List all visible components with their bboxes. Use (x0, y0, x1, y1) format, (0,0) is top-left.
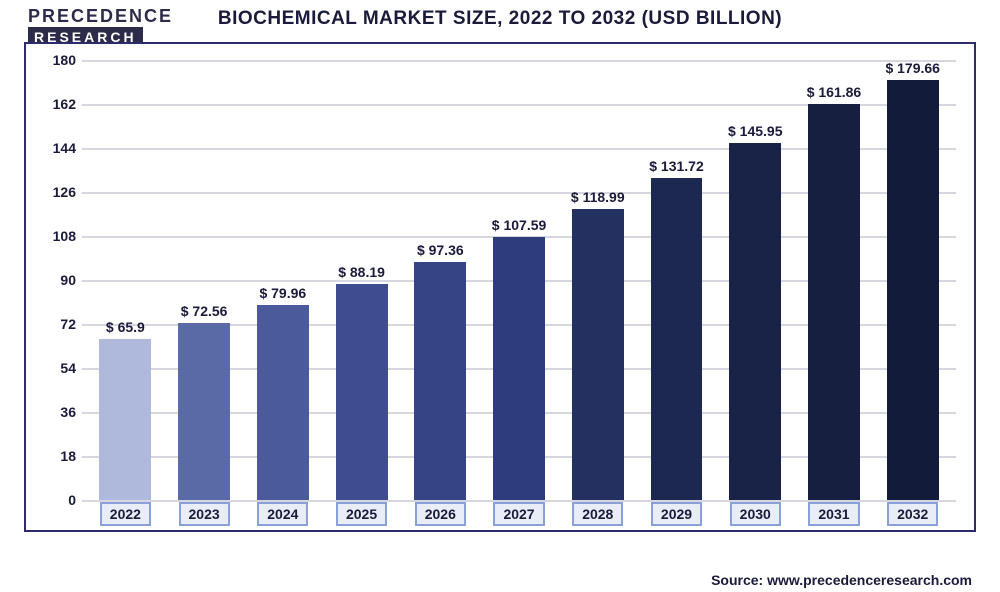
chart-frame: 01836547290108126144162180$ 65.9$ 72.56$… (24, 42, 976, 532)
bars-container: $ 65.9 $ 72.56 $ 79.96 $ 88.19 $ 97.36 $ 107.… (82, 60, 956, 500)
y-tick-label: 126 (36, 184, 76, 200)
bar-value-label: $ 107.59 (492, 217, 547, 233)
x-tick-label: 2022 (86, 502, 165, 526)
bar-value-label: $ 97.36 (417, 242, 464, 258)
bar (808, 104, 860, 500)
y-tick-label: 18 (36, 448, 76, 464)
bar-group: $ 79.96 (243, 60, 322, 500)
bar-group: $ 97.36 (401, 60, 480, 500)
x-tick-label: 2028 (558, 502, 637, 526)
plot-area: 01836547290108126144162180$ 65.9$ 72.56$… (82, 60, 956, 500)
bar-group: $ 72.56 (165, 60, 244, 500)
bar-group: $ 107.59 (480, 60, 559, 500)
bar-value-label: $ 79.96 (259, 285, 306, 301)
bar (572, 209, 624, 500)
bar-group: $ 118.99 (558, 60, 637, 500)
bar-value-label: $ 88.19 (338, 264, 385, 280)
x-tick-label: 2032 (873, 502, 952, 526)
bar (493, 237, 545, 500)
bar-value-label: $ 131.72 (649, 158, 704, 174)
x-tick-label: 2030 (716, 502, 795, 526)
chart-title: BIOCHEMICAL MARKET SIZE, 2022 TO 2032 (U… (218, 8, 782, 30)
y-tick-label: 36 (36, 404, 76, 420)
bar-value-label: $ 145.95 (728, 123, 783, 139)
bar-group: $ 161.86 (795, 60, 874, 500)
y-tick-label: 72 (36, 316, 76, 332)
x-tick-label: 2029 (637, 502, 716, 526)
bar-value-label: $ 161.86 (807, 84, 862, 100)
y-tick-label: 144 (36, 140, 76, 156)
x-tick-label: 2026 (401, 502, 480, 526)
x-axis: 2022202320242025202620272028202920302031… (82, 502, 956, 526)
bar (99, 339, 151, 500)
x-tick-label: 2024 (243, 502, 322, 526)
x-tick-label: 2023 (165, 502, 244, 526)
y-tick-label: 162 (36, 96, 76, 112)
x-tick-label: 2025 (322, 502, 401, 526)
bar (729, 143, 781, 500)
bar-group: $ 145.95 (716, 60, 795, 500)
bar (257, 305, 309, 500)
bar (887, 80, 939, 500)
y-tick-label: 54 (36, 360, 76, 376)
y-tick-label: 0 (36, 492, 76, 508)
y-tick-label: 90 (36, 272, 76, 288)
bar (414, 262, 466, 500)
bar-group: $ 65.9 (86, 60, 165, 500)
bar-value-label: $ 65.9 (106, 319, 145, 335)
x-tick-label: 2031 (795, 502, 874, 526)
bar-value-label: $ 72.56 (181, 303, 228, 319)
header: PRECEDENCE RESEARCH BIOCHEMICAL MARKET S… (0, 0, 1000, 36)
logo-line1: PRECEDENCE (28, 8, 168, 25)
bar-group: $ 131.72 (637, 60, 716, 500)
bar-value-label: $ 179.66 (885, 60, 940, 76)
bar-group: $ 179.66 (873, 60, 952, 500)
bar (178, 323, 230, 500)
bar-group: $ 88.19 (322, 60, 401, 500)
bar (651, 178, 703, 500)
bar (336, 284, 388, 500)
y-tick-label: 108 (36, 228, 76, 244)
y-tick-label: 180 (36, 52, 76, 68)
source-text: Source: www.precedenceresearch.com (711, 572, 972, 588)
bar-value-label: $ 118.99 (571, 189, 625, 205)
x-tick-label: 2027 (480, 502, 559, 526)
